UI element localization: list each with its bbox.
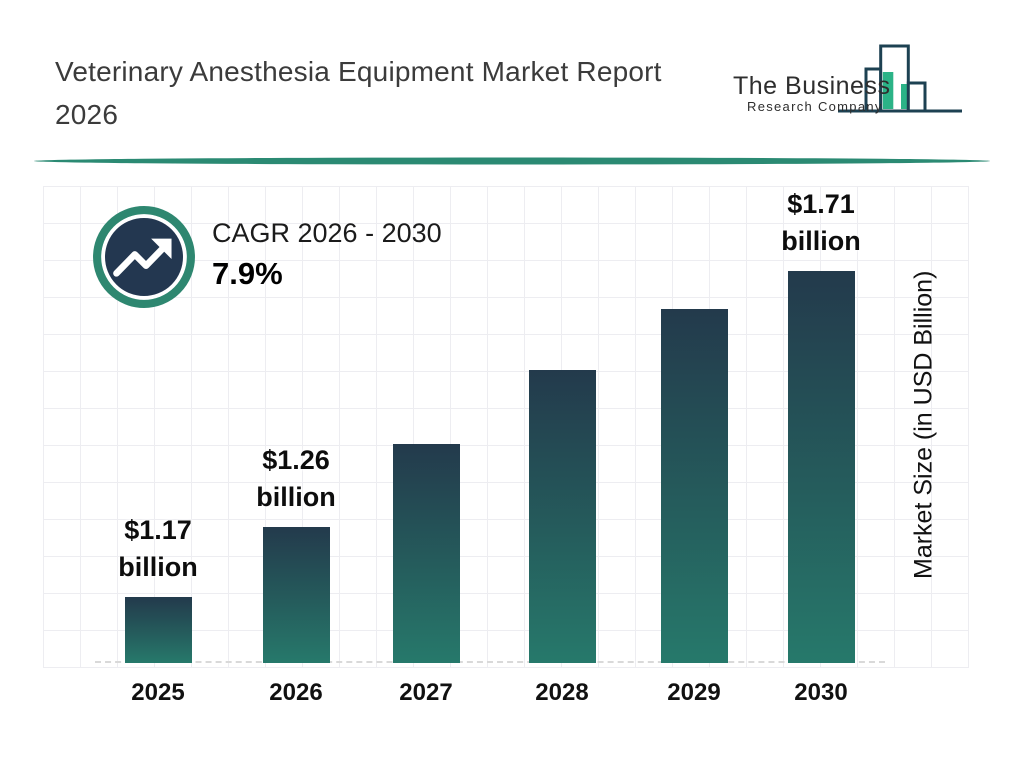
bar-column-2030: $1.71 billion (751, 186, 891, 663)
x-axis-label-2025: 2025 (131, 679, 185, 706)
bar-value-amount: $1.17 (124, 515, 192, 545)
y-axis-label: Market Size (in USD Billion) (909, 270, 938, 579)
logo-text-line2: Research Company (747, 99, 883, 114)
bar-value-amount: $1.71 (787, 189, 855, 219)
bar-value-unit: billion (781, 226, 861, 256)
bar-value-label: $1.26 billion (256, 442, 335, 516)
bar-value-unit: billion (256, 482, 336, 512)
bar-value-label: $1.17 billion (118, 512, 197, 586)
bar-2027 (392, 444, 460, 663)
page-title: Veterinary Anesthesia Equipment Market R… (55, 56, 662, 130)
bar-2030 (787, 271, 855, 663)
bar-2028 (528, 370, 596, 663)
x-axis-baseline (95, 661, 885, 663)
divider-line (34, 157, 990, 165)
trending-up-icon (93, 206, 195, 308)
bar-2029 (660, 309, 728, 663)
x-axis-label-2027: 2027 (399, 679, 453, 706)
cagr-annotation: CAGR 2026 - 2030 7.9% (212, 218, 442, 292)
bar-value-unit: billion (118, 552, 198, 582)
bar-2025 (124, 597, 192, 663)
company-logo: The Business Research Company (725, 36, 985, 126)
bar-column-2026: $1.26 billion (226, 186, 366, 663)
bar-chart-logo-icon (838, 44, 962, 113)
bar-value-amount: $1.26 (262, 445, 330, 475)
cagr-label: CAGR 2026 - 2030 (212, 218, 442, 248)
x-axis-label-2028: 2028 (535, 679, 589, 706)
bar-column-2028 (492, 186, 632, 663)
bar-column-2025: $1.17 billion (88, 186, 228, 663)
x-axis-label-2030: 2030 (794, 679, 848, 706)
bar-column-2027 (356, 186, 496, 663)
bar-column-2029 (624, 186, 764, 663)
cagr-value: 7.9% (212, 256, 283, 291)
bar-value-label: $1.71 billion (781, 186, 860, 260)
x-axis-label-2026: 2026 (269, 679, 323, 706)
bar-2026 (262, 527, 330, 663)
logo-text-line1: The Business (733, 72, 891, 100)
x-axis-label-2029: 2029 (667, 679, 721, 706)
